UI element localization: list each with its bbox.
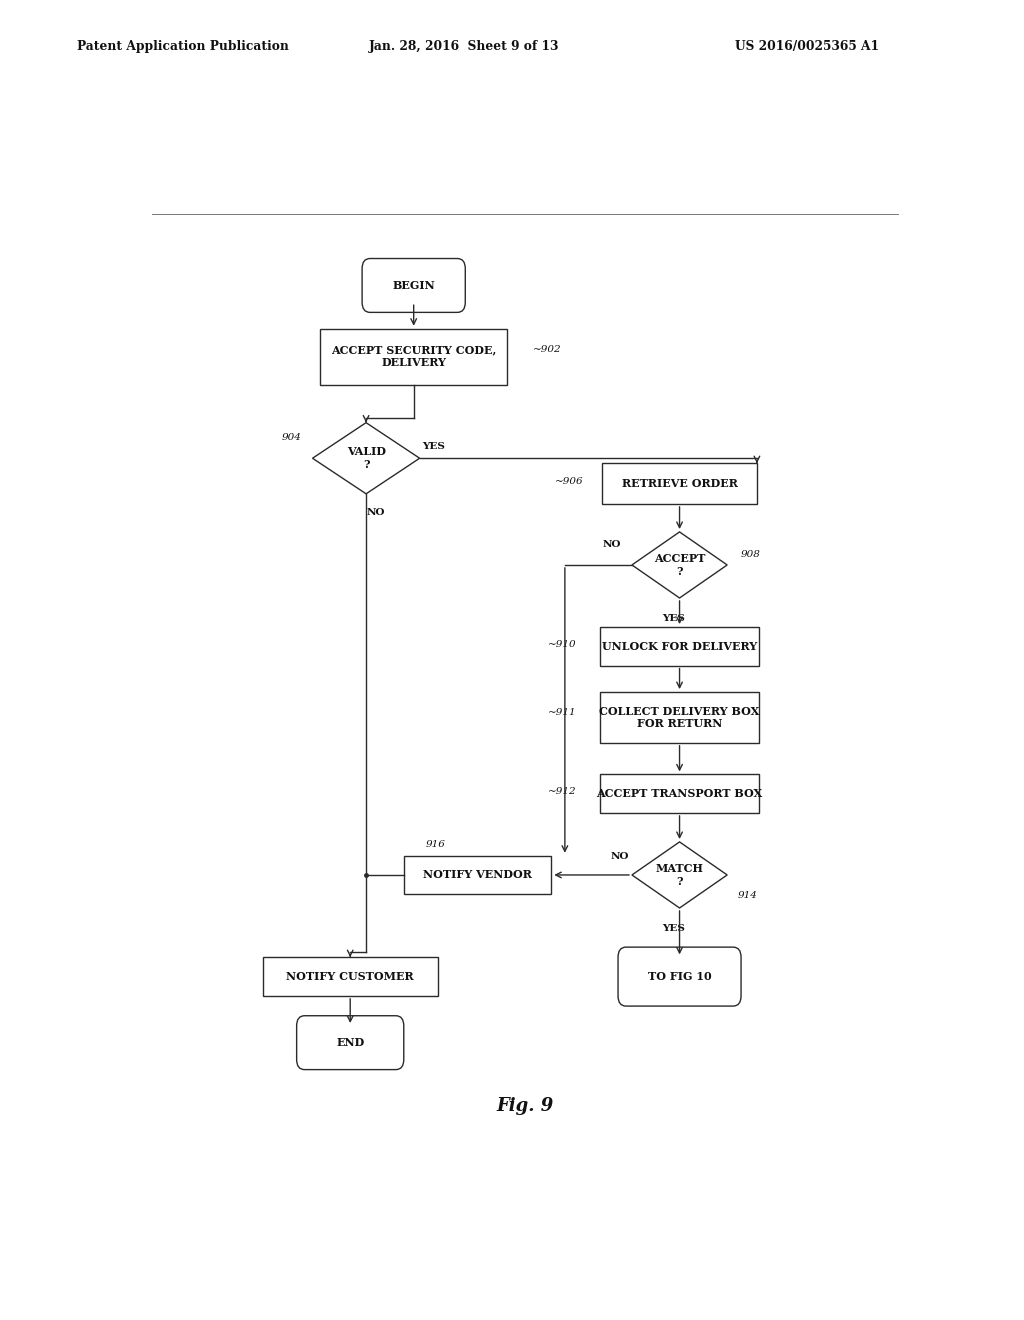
Text: RETRIEVE ORDER: RETRIEVE ORDER — [622, 478, 737, 490]
Text: NOTIFY VENDOR: NOTIFY VENDOR — [423, 870, 531, 880]
Text: 904: 904 — [282, 433, 301, 442]
Text: ~906: ~906 — [555, 477, 584, 486]
Text: 908: 908 — [740, 550, 761, 560]
Text: TO FIG 10: TO FIG 10 — [648, 972, 712, 982]
Bar — [602, 463, 757, 504]
Text: UNLOCK FOR DELIVERY: UNLOCK FOR DELIVERY — [602, 640, 757, 652]
Text: ~910: ~910 — [548, 640, 577, 648]
Text: Fig. 9: Fig. 9 — [497, 1097, 553, 1114]
Text: MATCH
?: MATCH ? — [655, 863, 703, 887]
Text: US 2016/0025365 A1: US 2016/0025365 A1 — [735, 40, 880, 53]
Text: ~902: ~902 — [532, 345, 561, 354]
Text: 916: 916 — [426, 840, 445, 849]
Text: NO: NO — [603, 540, 622, 549]
Bar — [321, 329, 507, 384]
Bar — [403, 855, 551, 894]
Bar — [263, 957, 437, 995]
FancyBboxPatch shape — [618, 948, 741, 1006]
Text: YES: YES — [423, 442, 445, 450]
Text: COLLECT DELIVERY BOX
FOR RETURN: COLLECT DELIVERY BOX FOR RETURN — [599, 705, 760, 730]
Polygon shape — [312, 422, 420, 494]
Text: Jan. 28, 2016  Sheet 9 of 13: Jan. 28, 2016 Sheet 9 of 13 — [369, 40, 559, 53]
Text: VALID
?: VALID ? — [346, 446, 386, 470]
FancyBboxPatch shape — [362, 259, 465, 313]
Polygon shape — [632, 842, 727, 908]
Text: ACCEPT SECURITY CODE,
DELIVERY: ACCEPT SECURITY CODE, DELIVERY — [331, 345, 497, 368]
Bar — [600, 627, 759, 665]
Text: NOTIFY CUSTOMER: NOTIFY CUSTOMER — [287, 972, 414, 982]
Bar — [600, 775, 759, 813]
Text: NO: NO — [367, 508, 385, 516]
Text: END: END — [336, 1038, 365, 1048]
Text: ~911: ~911 — [548, 708, 577, 717]
Text: ACCEPT TRANSPORT BOX: ACCEPT TRANSPORT BOX — [597, 788, 763, 799]
Text: YES: YES — [662, 924, 685, 933]
Text: NO: NO — [610, 853, 630, 861]
FancyBboxPatch shape — [297, 1015, 403, 1069]
Text: ~912: ~912 — [548, 787, 577, 796]
Text: YES: YES — [662, 614, 685, 623]
Text: BEGIN: BEGIN — [392, 280, 435, 290]
Bar — [600, 692, 759, 743]
Polygon shape — [632, 532, 727, 598]
Text: ACCEPT
?: ACCEPT ? — [654, 553, 706, 577]
Text: Patent Application Publication: Patent Application Publication — [77, 40, 289, 53]
Text: 914: 914 — [737, 891, 758, 900]
